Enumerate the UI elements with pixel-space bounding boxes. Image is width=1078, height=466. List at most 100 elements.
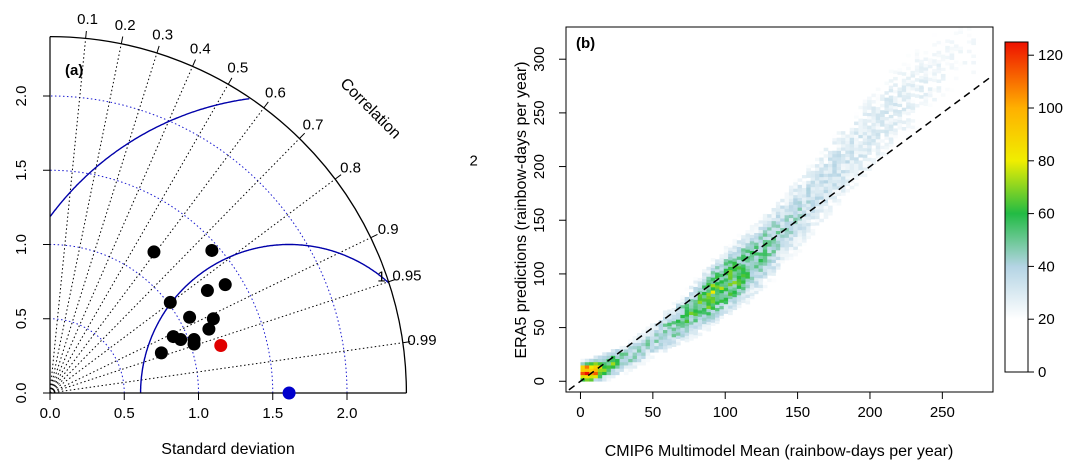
density-cell bbox=[893, 76, 898, 81]
density-cell bbox=[741, 289, 746, 294]
density-cell bbox=[697, 322, 703, 327]
density-cell bbox=[715, 301, 720, 305]
density-cell bbox=[749, 237, 755, 242]
density-cell bbox=[654, 339, 659, 343]
density-cell bbox=[958, 27, 963, 31]
density-cell bbox=[632, 349, 638, 353]
density-cell bbox=[793, 207, 798, 212]
density-cell bbox=[953, 83, 959, 87]
density-cell bbox=[906, 76, 911, 80]
density-cell bbox=[702, 294, 707, 299]
density-cell bbox=[906, 92, 911, 97]
density-cell bbox=[741, 260, 746, 265]
density-cell bbox=[797, 184, 803, 189]
density-cell bbox=[693, 293, 699, 297]
density-cell bbox=[923, 83, 929, 87]
density-cell bbox=[906, 111, 911, 116]
density-cell bbox=[602, 374, 607, 379]
density-cell bbox=[801, 242, 807, 246]
rmse-contour bbox=[139, 243, 390, 393]
density-cell bbox=[832, 202, 837, 206]
density-cell bbox=[854, 147, 859, 151]
density-cell bbox=[862, 141, 868, 145]
density-cell bbox=[658, 339, 664, 343]
density-cell bbox=[841, 160, 846, 164]
density-cell bbox=[914, 84, 920, 89]
density-cell bbox=[775, 221, 781, 225]
density-cell bbox=[619, 358, 625, 363]
density-cell bbox=[702, 327, 707, 331]
density-cell bbox=[780, 227, 785, 232]
density-cell bbox=[893, 83, 898, 87]
density-cell bbox=[884, 91, 890, 95]
density-cell bbox=[745, 236, 751, 240]
density-cell bbox=[832, 173, 837, 177]
density-cell bbox=[923, 79, 929, 84]
density-cell bbox=[867, 167, 872, 171]
density-cell bbox=[736, 304, 742, 309]
density-cell bbox=[862, 151, 868, 155]
taylor-diagram: 12 0.1 0.20.30.40.50.60.70.80.90.950.990.… bbox=[13, 11, 478, 458]
density-cell bbox=[780, 247, 785, 251]
density-cell bbox=[940, 64, 946, 68]
density-cell bbox=[667, 335, 672, 339]
colorbar-gradient bbox=[1004, 41, 1029, 373]
density-cell bbox=[949, 88, 955, 93]
density-cell bbox=[901, 120, 907, 125]
density-cell bbox=[932, 49, 937, 54]
colorbar-ticks: 0 20 40 60 80 100 120 bbox=[1028, 47, 1063, 381]
density-cell bbox=[841, 137, 846, 142]
density-cell bbox=[793, 188, 798, 192]
density-cell bbox=[949, 62, 955, 67]
density-cell bbox=[741, 270, 746, 275]
density-cell bbox=[732, 248, 738, 253]
correlation-tick bbox=[263, 101, 269, 109]
density-cell bbox=[854, 134, 859, 139]
density-cell bbox=[645, 339, 651, 343]
density-cell bbox=[854, 166, 859, 171]
density-cell bbox=[814, 212, 820, 216]
density-cell bbox=[867, 132, 872, 136]
density-cell bbox=[606, 368, 612, 372]
density-cell bbox=[788, 211, 794, 215]
density-cell bbox=[702, 317, 707, 321]
density-cell bbox=[827, 157, 833, 161]
density-cell bbox=[702, 272, 707, 276]
density-cell bbox=[623, 349, 629, 353]
density-cell bbox=[762, 217, 768, 221]
density-cell bbox=[888, 104, 894, 109]
density-cell bbox=[814, 202, 820, 207]
density-cell bbox=[971, 70, 976, 75]
density-cell bbox=[827, 176, 833, 181]
density-cell bbox=[897, 122, 903, 127]
density-cell bbox=[845, 188, 851, 193]
density-cell bbox=[680, 327, 685, 331]
density-cell bbox=[693, 305, 699, 310]
density-cell bbox=[745, 275, 751, 279]
density-cell bbox=[715, 307, 720, 312]
density-cell bbox=[801, 200, 807, 205]
density-cell bbox=[806, 184, 811, 188]
density-cell bbox=[702, 320, 707, 325]
density-cell bbox=[662, 316, 668, 321]
density-cell bbox=[767, 217, 772, 221]
density-cell bbox=[932, 52, 937, 57]
correlation-ray bbox=[49, 237, 371, 394]
density-cell bbox=[854, 160, 859, 164]
density-cell bbox=[806, 225, 811, 230]
density-cell bbox=[832, 192, 837, 197]
density-cell bbox=[723, 274, 729, 279]
density-cell bbox=[736, 275, 742, 280]
density-cell bbox=[697, 284, 703, 288]
density-cell bbox=[880, 97, 885, 101]
density-cell bbox=[610, 371, 616, 376]
density-cell bbox=[584, 361, 590, 366]
density-cell bbox=[801, 190, 807, 195]
density-cell bbox=[919, 62, 924, 67]
density-cell bbox=[880, 129, 885, 134]
density-cell bbox=[945, 58, 950, 63]
density-cell bbox=[671, 333, 677, 338]
density-cell bbox=[836, 147, 842, 151]
density-cell bbox=[880, 84, 885, 89]
density-cell bbox=[762, 236, 768, 240]
